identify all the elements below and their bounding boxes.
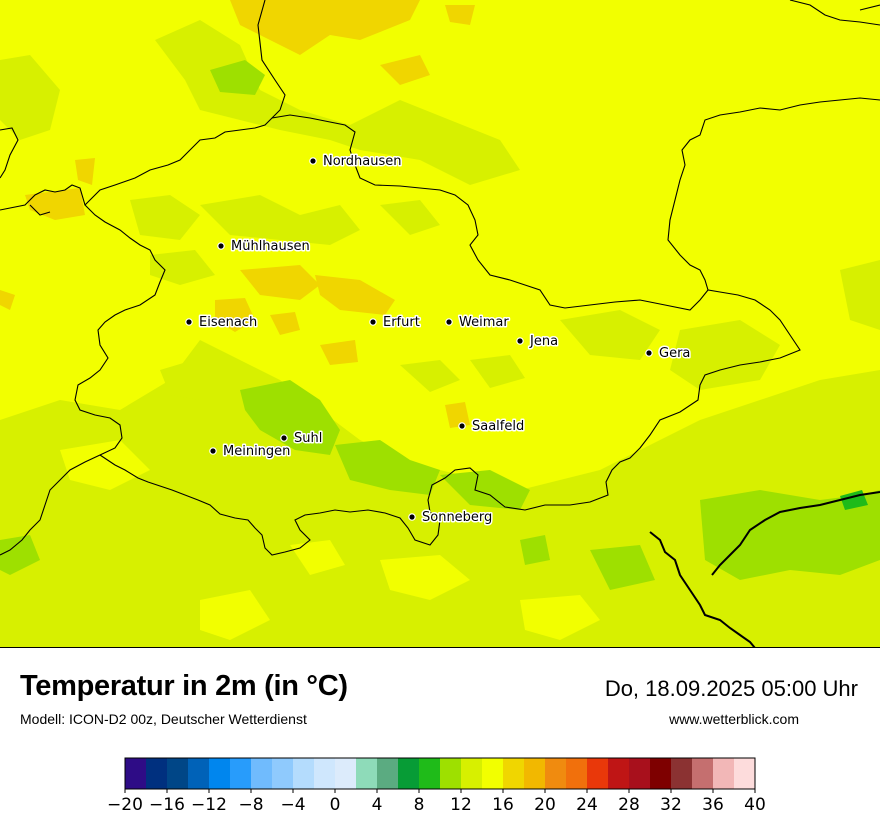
city-label: Saalfeld — [472, 419, 524, 434]
temperature-map: Nordhausen Mühlhausen Eisenach Erfurt Weimar… — [0, 0, 880, 648]
legend-tick-label: −20 — [107, 795, 143, 815]
city-meiningen: Meiningen — [209, 443, 292, 461]
map-title: Temperatur in 2m (in °C) — [20, 670, 348, 702]
legend-swatch — [482, 758, 504, 789]
legend-tick-label: −16 — [149, 795, 185, 815]
legend-swatch — [251, 758, 273, 789]
city-erfurt: Erfurt — [369, 314, 421, 332]
legend-swatch — [440, 758, 462, 789]
cool-temperature-areas — [0, 20, 880, 647]
city-dot — [369, 318, 377, 326]
legend-tick-label: 4 — [372, 795, 383, 815]
city-suhl: Suhl — [280, 430, 324, 448]
legend-swatch — [566, 758, 588, 789]
legend-tick-label: 40 — [744, 795, 766, 815]
city-label: Suhl — [294, 431, 322, 446]
city-label: Eisenach — [199, 315, 257, 330]
forecast-datetime: Do, 18.09.2025 05:00 Uhr — [604, 676, 858, 701]
legend-swatch — [230, 758, 252, 789]
city-dot — [309, 157, 317, 165]
legend-swatch — [545, 758, 567, 789]
legend-swatch — [650, 758, 672, 789]
city-markers: Nordhausen Mühlhausen Eisenach Erfurt Weimar… — [185, 153, 692, 527]
legend-swatch — [209, 758, 231, 789]
city-label: Erfurt — [383, 315, 420, 330]
city-label: Gera — [659, 346, 690, 361]
legend-swatch — [734, 758, 756, 789]
city-label: Jena — [529, 334, 558, 349]
legend-swatch — [419, 758, 441, 789]
city-dot — [217, 242, 225, 250]
legend-frame — [124, 757, 756, 790]
legend-color-bar — [124, 757, 756, 790]
legend-swatch — [713, 758, 735, 789]
legend-swatch — [608, 758, 630, 789]
city-nordhausen: Nordhausen — [309, 153, 403, 171]
legend-tick-label: 12 — [450, 795, 472, 815]
legend-swatch — [398, 758, 420, 789]
legend-swatch — [146, 758, 168, 789]
city-dot — [445, 318, 453, 326]
city-dot — [185, 318, 193, 326]
legend-swatch — [692, 758, 714, 789]
legend-tick-label: −8 — [238, 795, 263, 815]
legend-swatch — [629, 758, 651, 789]
legend-swatch — [377, 758, 399, 789]
legend-swatch — [125, 758, 147, 789]
legend-swatch — [314, 758, 336, 789]
legend-tick-label: −4 — [280, 795, 305, 815]
legend-swatch — [272, 758, 294, 789]
city-gera: Gera — [645, 345, 692, 363]
city-dot — [458, 422, 466, 430]
legend-swatch — [503, 758, 525, 789]
country-border — [649, 491, 880, 647]
legend-tick-labels: −20 −16 −12 −8 −4 0 4 8 12 16 20 24 28 32 36 40 — [107, 789, 766, 815]
legend-tick-label: 16 — [492, 795, 514, 815]
legend-tick-label: 20 — [534, 795, 556, 815]
map-footer: Temperatur in 2m (in °C) Modell: ICON-D2… — [0, 648, 880, 830]
model-source: Modell: ICON-D2 00z, Deutscher Wetterdie… — [20, 711, 307, 727]
city-label: Mühlhausen — [231, 239, 310, 254]
city-saalfeld: Saalfeld — [458, 418, 526, 436]
city-dot — [209, 447, 217, 455]
legend-tick-label: −12 — [191, 795, 227, 815]
city-dot — [645, 349, 653, 357]
legend-tick-label: 36 — [702, 795, 724, 815]
city-eisenach: Eisenach — [185, 314, 259, 332]
city-label: Weimar — [459, 315, 509, 330]
color-legend: −20 −16 −12 −8 −4 0 4 8 12 16 20 24 28 32 36 40 — [0, 748, 880, 830]
legend-tick-label: 32 — [660, 795, 682, 815]
legend-swatch — [587, 758, 609, 789]
cold-temperature-areas — [0, 60, 880, 590]
city-label: Meiningen — [223, 444, 290, 459]
legend-swatch — [188, 758, 210, 789]
legend-swatch — [524, 758, 546, 789]
legend-swatch — [335, 758, 357, 789]
city-muehlhausen: Mühlhausen — [217, 238, 311, 256]
legend-tick-label: 8 — [414, 795, 425, 815]
city-weimar: Weimar — [445, 314, 511, 332]
city-dot — [516, 337, 524, 345]
city-label: Sonneberg — [422, 510, 492, 525]
legend-swatch — [671, 758, 693, 789]
city-dot — [408, 513, 416, 521]
city-sonneberg: Sonneberg — [408, 509, 494, 527]
city-jena: Jena — [516, 333, 560, 351]
legend-tick-label: 28 — [618, 795, 640, 815]
legend-tick-label: 0 — [330, 795, 341, 815]
warm-temperature-areas — [0, 0, 475, 428]
legend-swatch — [356, 758, 378, 789]
legend-swatch — [167, 758, 189, 789]
city-label: Nordhausen — [323, 154, 402, 169]
city-dot — [280, 434, 288, 442]
website-link[interactable]: www.wetterblick.com — [669, 711, 799, 727]
legend-swatch — [293, 758, 315, 789]
mild-temperature-areas — [60, 385, 700, 640]
state-borders — [0, 0, 880, 556]
legend-swatch — [461, 758, 483, 789]
legend-tick-label: 24 — [576, 795, 598, 815]
